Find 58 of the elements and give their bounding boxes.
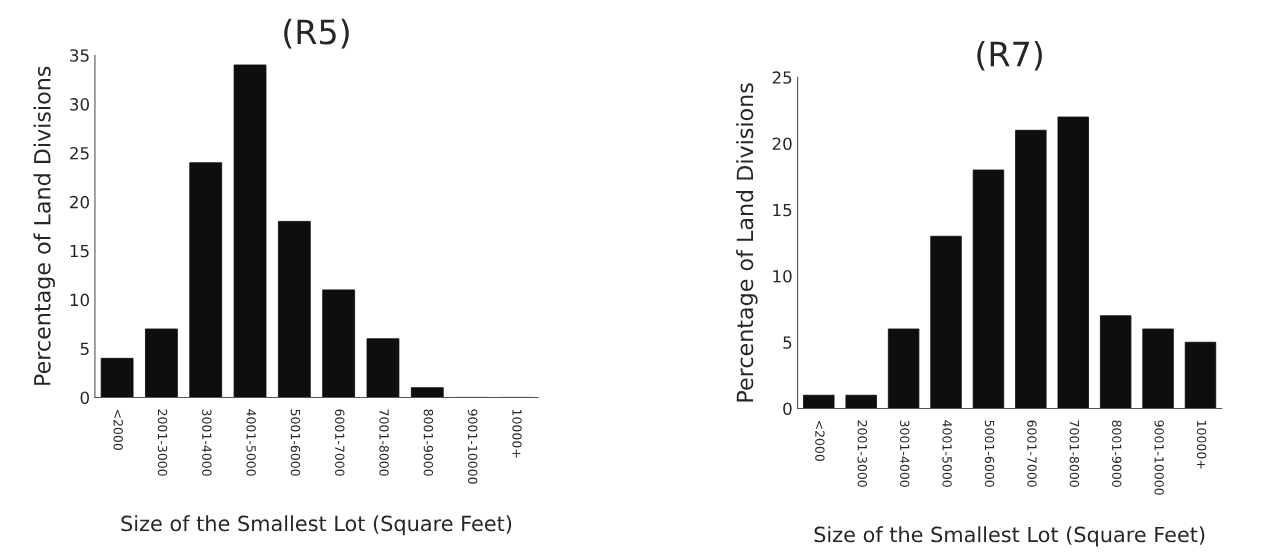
y-tick-label: 5 bbox=[80, 342, 89, 356]
x-tick-label: 3001-4000 bbox=[899, 420, 910, 487]
x-tick-label: 2001-3000 bbox=[857, 420, 868, 487]
bar bbox=[1099, 315, 1132, 409]
y-axis-title: Percentage of Land Divisions bbox=[33, 66, 55, 385]
bar bbox=[845, 394, 877, 409]
chart-title: (R7) bbox=[977, 40, 1042, 71]
y-tick-label: 15 bbox=[773, 203, 792, 217]
x-tick-label: 8001-9000 bbox=[1112, 420, 1122, 487]
bar bbox=[322, 289, 356, 398]
bar bbox=[100, 357, 134, 398]
bar bbox=[887, 328, 920, 409]
x-tick-label: 10000+ bbox=[512, 409, 522, 458]
x-tick-label: 3001-4000 bbox=[202, 409, 212, 476]
y-tick-label: 25 bbox=[70, 146, 89, 160]
x-tick-label: 8001-9000 bbox=[423, 409, 434, 476]
x-tick-label: 7001-8000 bbox=[1069, 420, 1080, 487]
bar bbox=[145, 328, 178, 398]
y-tick-label: 0 bbox=[783, 402, 792, 416]
bar bbox=[410, 387, 444, 398]
x-tick-label: 5001-6000 bbox=[290, 409, 301, 476]
x-tick-label: 9001-10000 bbox=[467, 409, 478, 484]
x-tick-label: 7001-8000 bbox=[379, 409, 389, 476]
y-tick-label: 35 bbox=[70, 49, 89, 62]
x-tick-label: 5001-6000 bbox=[984, 420, 995, 487]
x-axis-title: Size of the Smallest Lot (Square Feet) bbox=[814, 526, 1205, 547]
y-tick-label: 30 bbox=[70, 98, 89, 111]
y-tick-label: 10 bbox=[773, 269, 792, 283]
y-tick-label: 20 bbox=[70, 195, 89, 209]
bar bbox=[972, 169, 1005, 409]
bar bbox=[189, 162, 223, 398]
x-tick-label: <2000 bbox=[113, 409, 123, 451]
x-tick-label: 9001-10000 bbox=[1154, 420, 1164, 495]
bar bbox=[366, 338, 400, 398]
x-tick-label: 2001-3000 bbox=[157, 409, 168, 476]
x-tick-label: 4001-5000 bbox=[246, 409, 256, 476]
bar bbox=[1057, 116, 1089, 409]
bar bbox=[1015, 129, 1047, 409]
y-tick-label: 25 bbox=[772, 71, 792, 84]
y-tick-label: 15 bbox=[70, 244, 89, 258]
chart-title: (R5) bbox=[284, 18, 349, 49]
y-tick-label: 10 bbox=[70, 293, 89, 307]
bar bbox=[803, 394, 835, 409]
x-tick-label: <2000 bbox=[815, 420, 825, 462]
x-tick-label: 10000+ bbox=[1196, 420, 1207, 469]
bar bbox=[1142, 328, 1174, 409]
y-tick-label: 5 bbox=[783, 336, 792, 349]
y-axis-title: Percentage of Land Divisions bbox=[736, 83, 758, 402]
x-axis-title: Size of the Smallest Lot (Square Feet) bbox=[121, 515, 512, 536]
y-tick-label: 0 bbox=[80, 391, 89, 405]
bar bbox=[1184, 341, 1217, 409]
bar bbox=[233, 64, 267, 398]
x-tick-label: 4001-5000 bbox=[942, 420, 952, 487]
y-tick-label: 20 bbox=[772, 137, 792, 151]
x-tick-label: 6001-7000 bbox=[1027, 420, 1037, 487]
bar bbox=[277, 221, 311, 398]
x-tick-label: 6001-7000 bbox=[335, 409, 345, 476]
bar bbox=[930, 235, 962, 409]
